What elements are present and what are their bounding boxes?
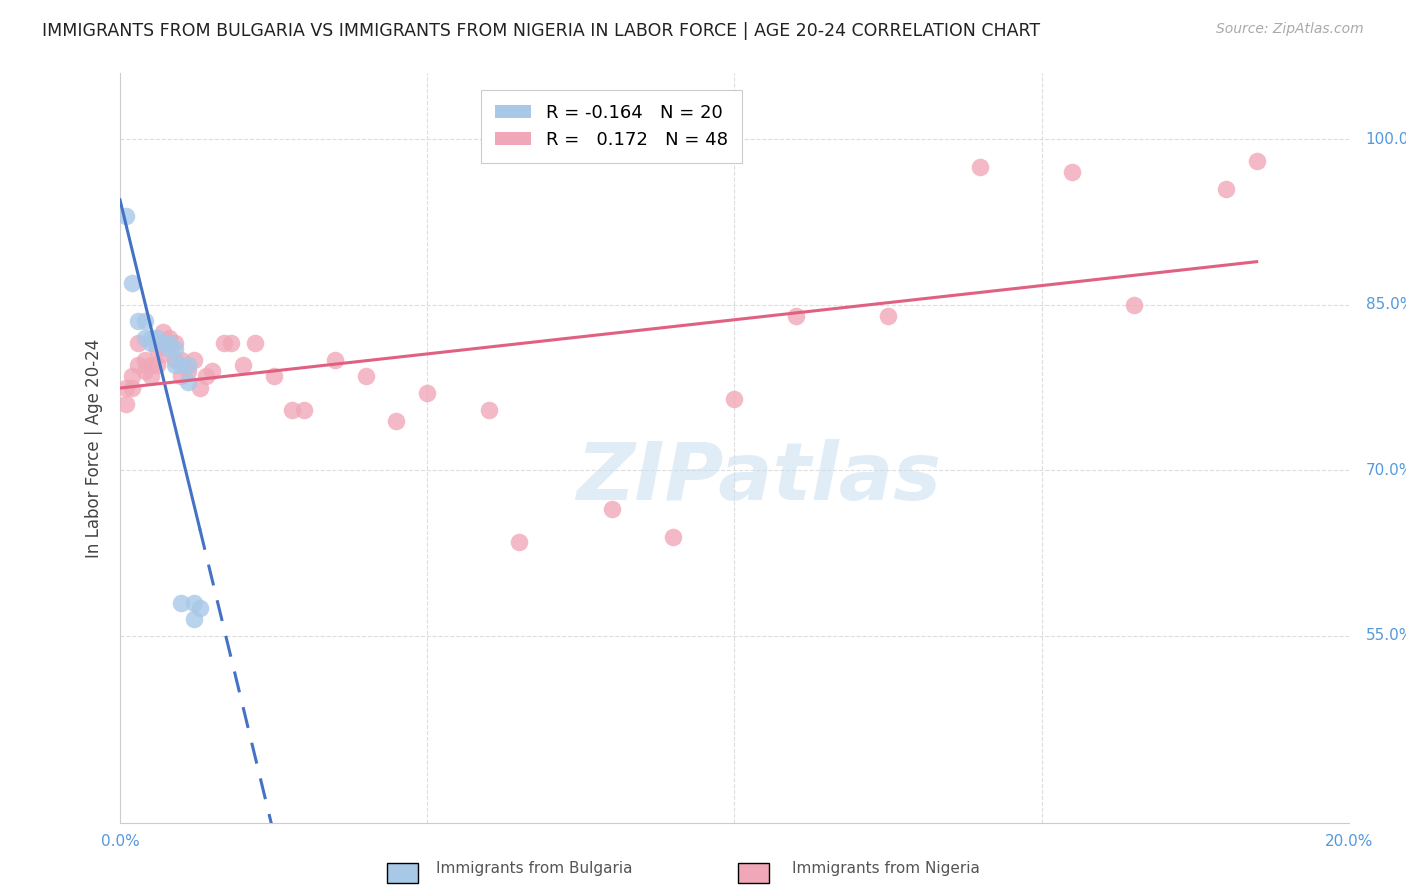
Point [146,342,169,356]
Text: Immigrants from Nigeria: Immigrants from Nigeria [792,861,980,876]
Point [139,369,162,384]
Point [139,336,162,351]
Point [152,326,174,340]
Point [1215,182,1237,196]
Point [115,380,138,394]
Point [139,331,162,345]
Point [232,359,254,373]
Point [127,314,149,328]
Y-axis label: In Labor Force | Age 20-24: In Labor Force | Age 20-24 [86,339,103,558]
Text: 85.0%: 85.0% [1365,297,1406,312]
Point [176,364,198,378]
Point [385,414,408,428]
Point [121,276,143,290]
Point [600,502,623,516]
Point [201,364,224,378]
Legend: R = -0.164   N = 20, R =   0.172   N = 48: R = -0.164 N = 20, R = 0.172 N = 48 [481,89,742,163]
Point [170,359,193,373]
Point [1246,154,1268,169]
Point [281,402,304,417]
Point [292,402,315,417]
Point [157,342,180,356]
Text: 0.0%: 0.0% [101,834,139,849]
Point [170,369,193,384]
Point [176,375,198,389]
Point [354,369,377,384]
Point [183,612,205,626]
Point [214,336,236,351]
Point [157,336,180,351]
Point [1122,298,1144,312]
Point [183,353,205,368]
Point [183,596,205,610]
Point [165,359,187,373]
Point [170,596,193,610]
Point [219,336,242,351]
Text: 20.0%: 20.0% [1324,834,1374,849]
Point [134,331,156,345]
Point [157,336,180,351]
Point [152,347,174,361]
Point [170,353,193,368]
Point [1062,165,1084,179]
Text: IMMIGRANTS FROM BULGARIA VS IMMIGRANTS FROM NIGERIA IN LABOR FORCE | AGE 20-24 C: IMMIGRANTS FROM BULGARIA VS IMMIGRANTS F… [42,22,1040,40]
Point [146,359,169,373]
Point [478,402,501,417]
Point [157,331,180,345]
Point [165,353,187,368]
Point [152,336,174,351]
Point [416,386,439,401]
Point [121,380,143,394]
Text: ZIPatlas: ZIPatlas [576,439,942,517]
Point [146,331,169,345]
Point [323,353,346,368]
Point [723,392,745,406]
Point [121,369,143,384]
Point [134,314,156,328]
Text: 70.0%: 70.0% [1365,463,1406,478]
Point [139,359,162,373]
Point [662,529,685,543]
Point [115,210,138,224]
Point [165,336,187,351]
Point [508,535,530,549]
Point [127,359,149,373]
Point [243,336,266,351]
Point [969,160,991,174]
Point [188,380,211,394]
Point [188,601,211,615]
Point [263,369,285,384]
Point [127,336,149,351]
Point [785,309,807,323]
Point [165,342,187,356]
Point [877,309,900,323]
Point [176,359,198,373]
Text: Immigrants from Bulgaria: Immigrants from Bulgaria [436,861,633,876]
Point [134,353,156,368]
Text: Source: ZipAtlas.com: Source: ZipAtlas.com [1216,22,1364,37]
Point [115,397,138,411]
Text: 100.0%: 100.0% [1365,132,1406,146]
Point [195,369,218,384]
Text: 55.0%: 55.0% [1365,628,1406,643]
Point [134,364,156,378]
